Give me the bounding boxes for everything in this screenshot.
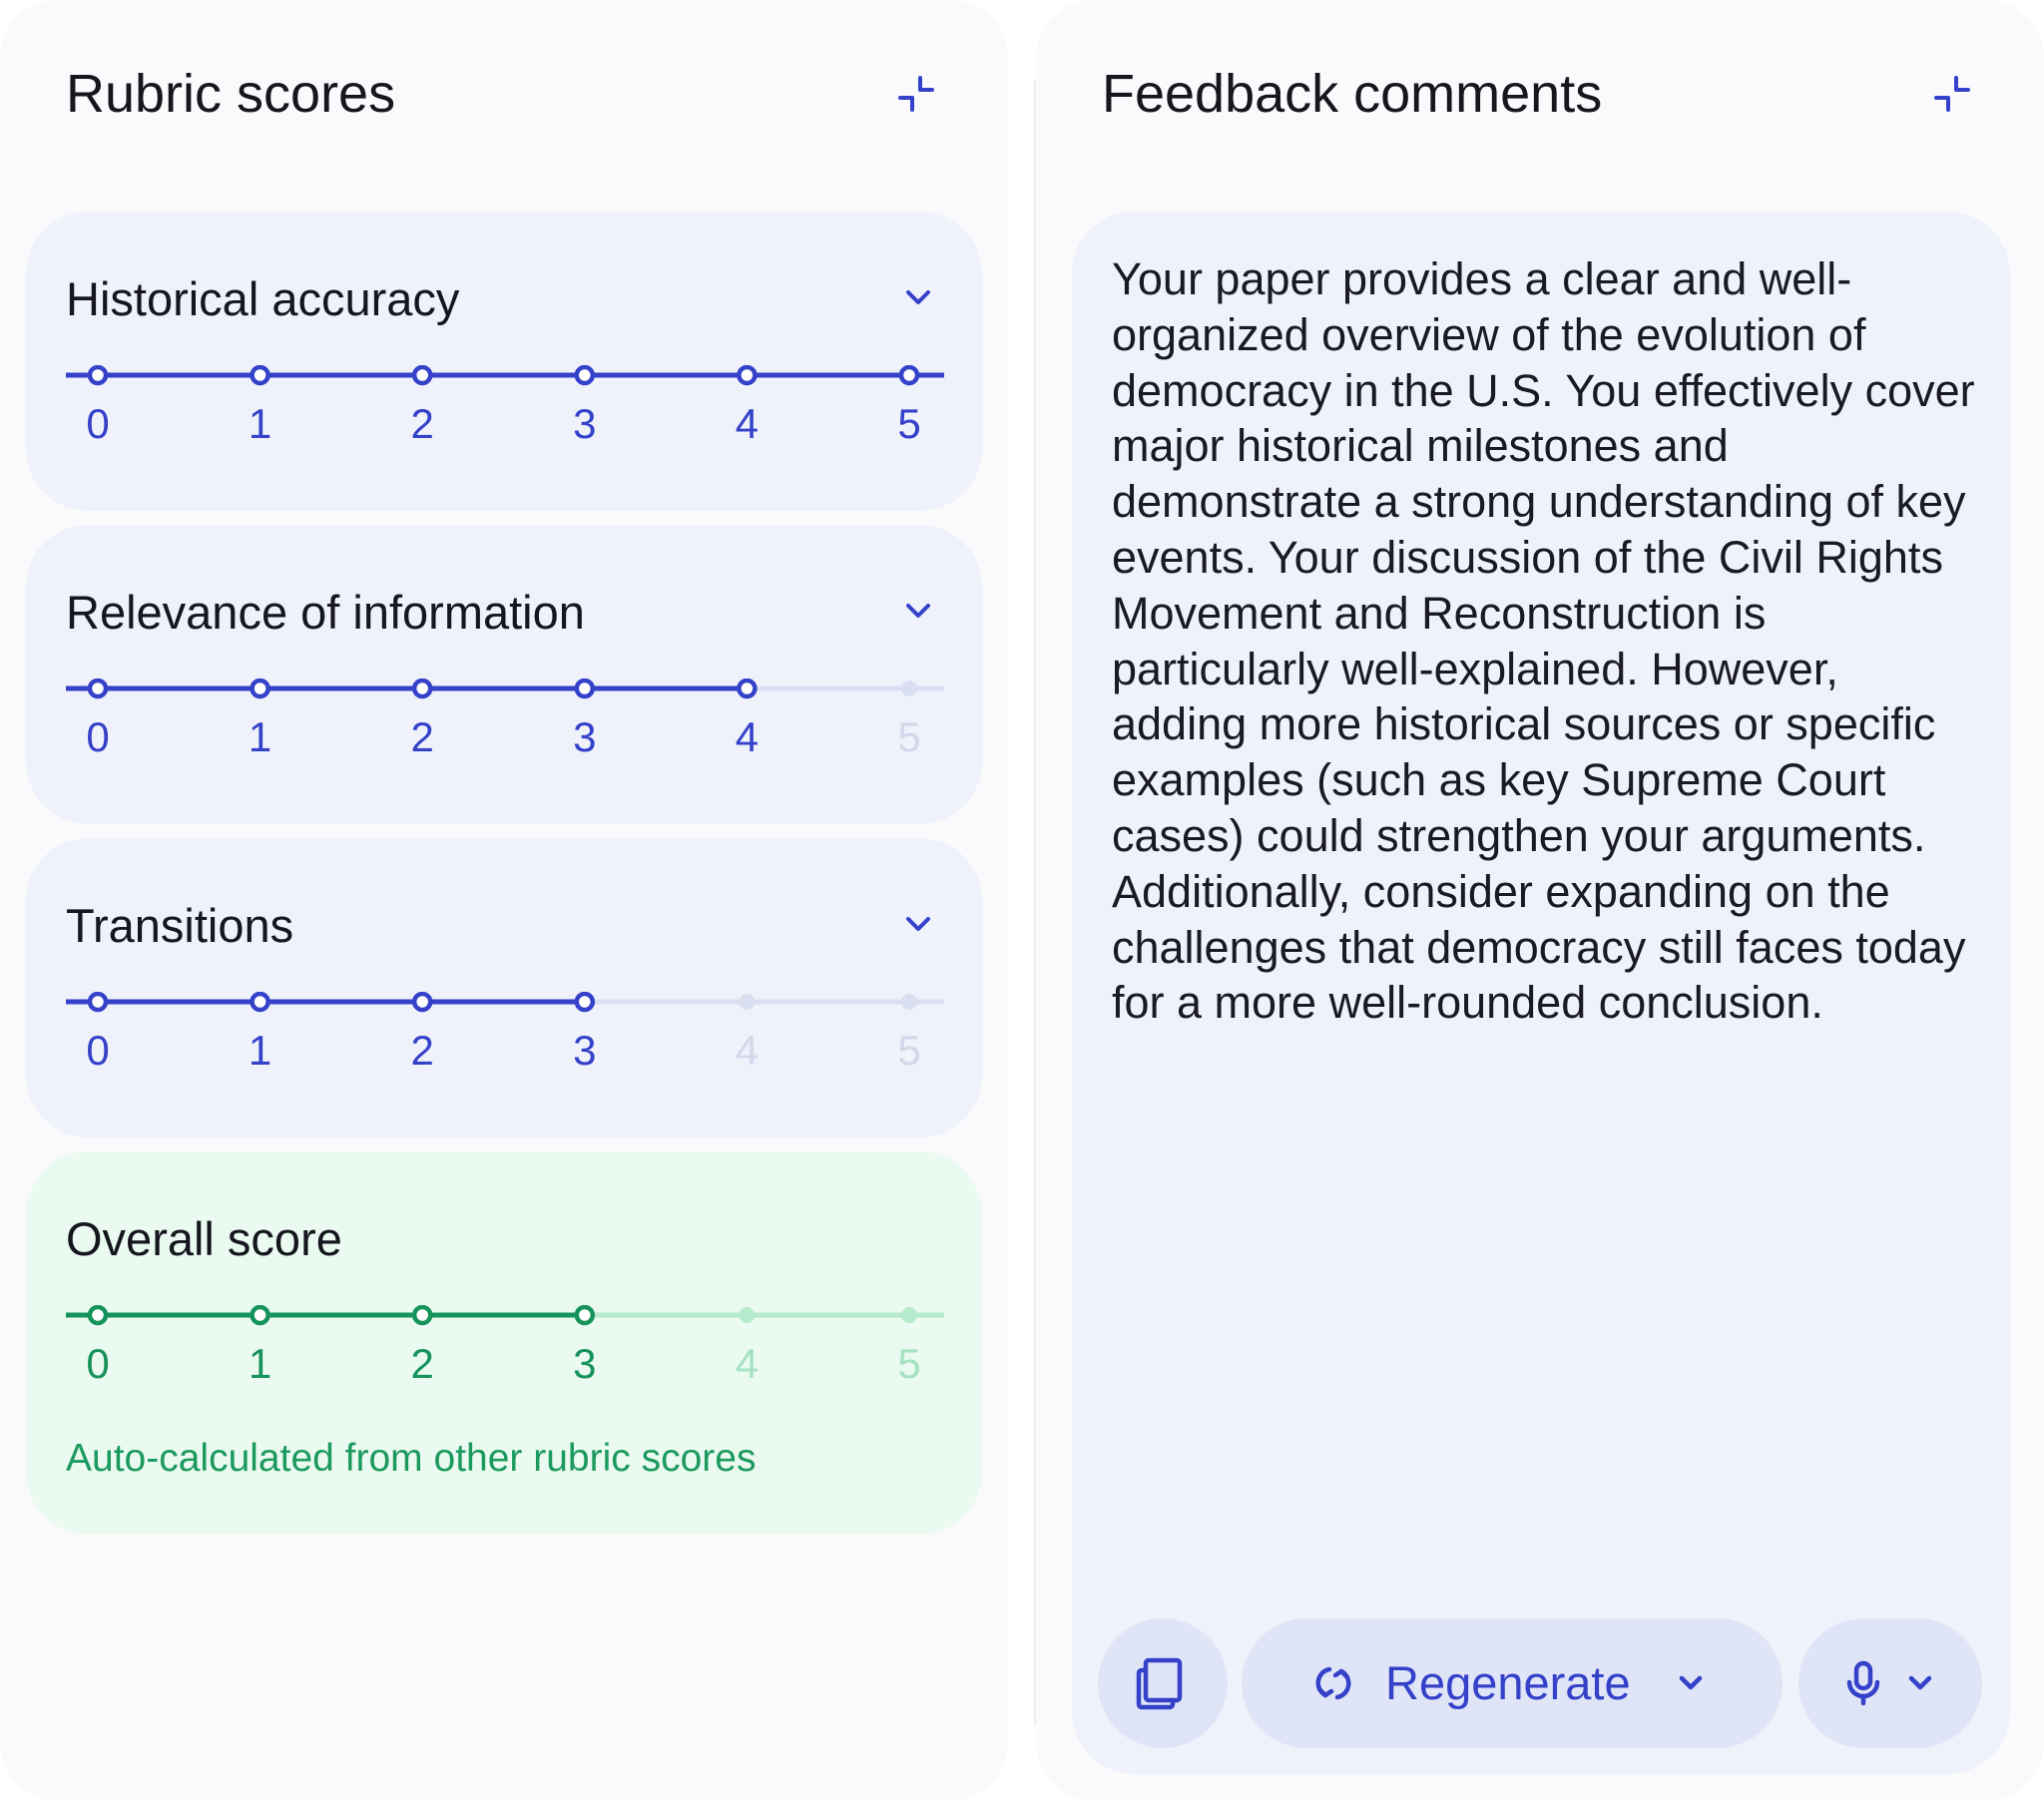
score-point[interactable] [574, 1305, 596, 1326]
copy-icon [1136, 1657, 1183, 1710]
chevron-down-icon [906, 917, 930, 931]
chevron-down-icon [1679, 1675, 1703, 1690]
score-tick-label[interactable]: 1 [248, 713, 272, 760]
score-point[interactable] [87, 1305, 109, 1326]
score-track [66, 365, 944, 386]
score-point[interactable] [901, 680, 917, 696]
microphone-icon [1846, 1660, 1880, 1706]
score-point[interactable] [574, 365, 596, 386]
score-track [66, 992, 944, 1013]
panel-title: Rubric scores [66, 64, 396, 124]
rubric-title: Historical accuracy [66, 272, 460, 325]
overall-score-scale: 0 1 2 3 4 5 [66, 1305, 944, 1405]
score-point[interactable] [739, 1307, 756, 1323]
regenerate-button[interactable]: Regenerate [1242, 1618, 1783, 1748]
copy-button[interactable] [1098, 1618, 1228, 1748]
score-track [66, 678, 944, 699]
feedback-text[interactable]: Your paper provides a clear and well-org… [1112, 253, 1975, 1029]
collapse-icon [1934, 76, 1970, 112]
regenerate-label: Regenerate [1385, 1656, 1631, 1709]
score-tick-label[interactable]: 5 [897, 713, 921, 760]
score-tick-label[interactable]: 2 [410, 1340, 434, 1387]
score-point[interactable] [574, 992, 596, 1013]
score-point[interactable] [411, 992, 433, 1013]
score-tick-label[interactable]: 1 [248, 1027, 272, 1074]
score-tick-label[interactable]: 0 [86, 400, 110, 447]
score-point[interactable] [901, 1307, 917, 1323]
score-tick-label[interactable]: 1 [248, 400, 272, 447]
expand-button[interactable] [896, 275, 940, 319]
score-tick-label[interactable]: 0 [86, 713, 110, 760]
score-tick-label[interactable]: 1 [248, 1340, 272, 1387]
feedback-text-box[interactable]: Your paper provides a clear and well-org… [1072, 212, 2010, 1774]
score-point[interactable] [737, 678, 758, 699]
score-tick-label[interactable]: 4 [735, 1340, 760, 1387]
rubric-card-relevance-of-information: Relevance of information 0 1 2 3 4 5 [26, 525, 982, 824]
refresh-icon [1315, 1666, 1351, 1700]
score-tick-label[interactable]: 3 [573, 400, 597, 447]
expand-button[interactable] [896, 902, 940, 946]
score-point[interactable] [87, 678, 109, 699]
rubric-title: Relevance of information [66, 586, 585, 639]
score-tick-label[interactable]: 4 [735, 400, 760, 447]
score-point[interactable] [411, 365, 433, 386]
score-point[interactable] [737, 365, 758, 386]
panel-divider [1034, 80, 1036, 1726]
score-track [66, 1305, 944, 1326]
score-tick-label[interactable]: 3 [573, 713, 597, 760]
score-point[interactable] [411, 678, 433, 699]
score-tick-label[interactable]: 3 [573, 1340, 597, 1387]
rubric-scores-panel: Rubric scores Historical accuracy 0 1 2 3 4 5… [0, 0, 1008, 1801]
score-scale[interactable]: 0 1 2 3 4 5 [66, 992, 944, 1092]
collapse-icon [898, 76, 934, 112]
score-point[interactable] [87, 365, 109, 386]
overall-score-note: Auto-calculated from other rubric scores [66, 1437, 757, 1480]
expand-button[interactable] [896, 589, 940, 633]
panel-title: Feedback comments [1102, 64, 1603, 124]
score-point[interactable] [250, 678, 270, 699]
score-point[interactable] [739, 994, 756, 1010]
score-tick-label[interactable]: 3 [573, 1027, 597, 1074]
score-point[interactable] [898, 365, 920, 386]
score-tick-label[interactable]: 5 [897, 1340, 921, 1387]
score-tick-label[interactable]: 0 [86, 1340, 110, 1387]
rubric-card-historical-accuracy: Historical accuracy 0 1 2 3 4 5 [26, 212, 982, 511]
overall-score-title: Overall score [66, 1212, 342, 1265]
score-tick-label[interactable]: 4 [735, 1027, 760, 1074]
chevron-down-icon [906, 604, 930, 618]
score-tick-label[interactable]: 4 [735, 713, 760, 760]
score-point[interactable] [250, 1305, 270, 1326]
chevron-down-icon [906, 290, 930, 304]
score-scale[interactable]: 0 1 2 3 4 5 [66, 365, 944, 465]
score-tick-label[interactable]: 2 [410, 400, 434, 447]
score-tick-label[interactable]: 2 [410, 713, 434, 760]
score-tick-label[interactable]: 0 [86, 1027, 110, 1074]
score-point[interactable] [411, 1305, 433, 1326]
rubric-card-transitions: Transitions 0 1 2 3 4 5 [26, 838, 982, 1137]
chevron-down-icon [1908, 1675, 1932, 1690]
score-tick-label[interactable]: 5 [897, 400, 921, 447]
overall-score-card: Overall score 0 1 2 3 4 5 Auto-calculated fro… [26, 1151, 982, 1535]
collapse-button[interactable] [1930, 72, 1974, 116]
score-scale[interactable]: 0 1 2 3 4 5 [66, 678, 944, 778]
score-point[interactable] [250, 992, 270, 1013]
score-point[interactable] [87, 992, 109, 1013]
score-point[interactable] [901, 994, 917, 1010]
score-point[interactable] [250, 365, 270, 386]
score-tick-label[interactable]: 5 [897, 1027, 921, 1074]
score-tick-label[interactable]: 2 [410, 1027, 434, 1074]
score-point[interactable] [574, 678, 596, 699]
collapse-button[interactable] [894, 72, 938, 116]
rubric-title: Transitions [66, 899, 294, 952]
voice-input-button[interactable] [1798, 1618, 1982, 1748]
